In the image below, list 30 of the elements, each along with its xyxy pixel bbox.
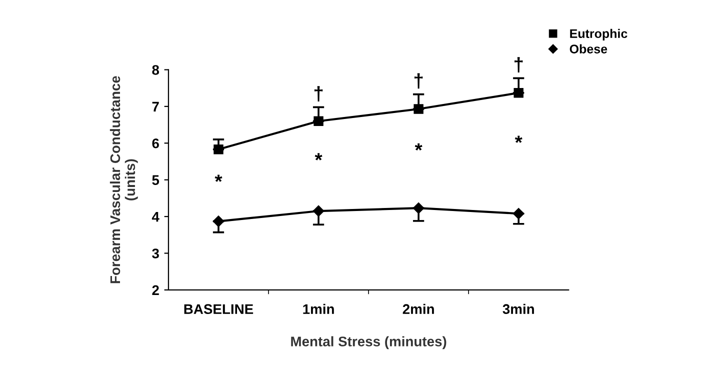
point xyxy=(314,116,324,126)
y-tick-label: 2 xyxy=(152,285,159,295)
annotation: * xyxy=(314,153,322,160)
point xyxy=(514,88,524,98)
y-tick-label: 6 xyxy=(152,138,159,148)
annotation: † xyxy=(514,57,523,73)
annotation: * xyxy=(514,136,522,143)
annotation: * xyxy=(414,143,422,151)
x-axis-title: Mental Stress (minutes) xyxy=(291,336,446,350)
point xyxy=(212,216,224,227)
y-tick-label: 4 xyxy=(152,212,160,222)
legend-label: Eutrophic xyxy=(570,28,628,41)
point xyxy=(512,208,524,220)
point xyxy=(412,202,424,214)
annotation: * xyxy=(214,174,222,182)
point xyxy=(312,205,324,217)
y-axis-title: Forearm Vascular Conductance (units) xyxy=(110,76,138,284)
y-tick-label: 5 xyxy=(152,175,160,185)
y-tick-label: 3 xyxy=(152,248,159,258)
x-tick-label: 1min xyxy=(303,304,334,314)
y-tick-label: 7 xyxy=(152,102,159,112)
point xyxy=(414,104,424,114)
annotation: † xyxy=(414,73,423,89)
x-tick-label: BASELINE xyxy=(184,304,254,314)
annotation: † xyxy=(314,86,323,102)
x-tick-label: 2min xyxy=(402,304,434,314)
legend-label: Obese xyxy=(570,44,608,54)
x-tick-label: 3min xyxy=(502,304,534,314)
y-tick-label: 8 xyxy=(152,65,160,75)
point xyxy=(214,144,224,154)
